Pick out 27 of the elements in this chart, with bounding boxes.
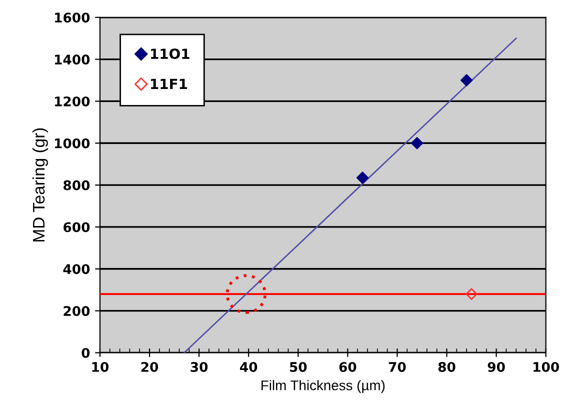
- x-tick-label: 60: [339, 362, 356, 372]
- y-tick-label: 400: [63, 264, 90, 274]
- legend-label: 11O1: [151, 48, 190, 60]
- point: [466, 288, 478, 300]
- y-tick-label: 1400: [55, 54, 90, 65]
- x-tick-label: 100: [534, 362, 559, 372]
- y-tick-label: 1600: [55, 12, 90, 23]
- y-tick-label: 1000: [55, 138, 90, 148]
- x-tick-label: 30: [190, 362, 208, 372]
- x-tick-label: 20: [141, 362, 158, 372]
- x-tick-label: 10: [92, 362, 109, 372]
- y-axis-title: MD Tearing (gr): [32, 128, 48, 242]
- x-tick-label: 90: [488, 362, 505, 372]
- y-tick-label: 1200: [55, 96, 90, 106]
- legend-label: 11F1: [151, 78, 187, 89]
- point: [460, 74, 473, 86]
- y-tick-label: 0: [82, 348, 90, 358]
- point: [410, 137, 424, 150]
- y-tick-label: 600: [64, 222, 90, 232]
- y-tick-label: 800: [64, 180, 90, 190]
- x-tick-label: 80: [438, 362, 456, 372]
- x-tick-label: 40: [240, 362, 258, 372]
- y-tick-label: 200: [64, 306, 90, 316]
- x-axis-title: Film Thickness (µm): [262, 380, 385, 394]
- point: [356, 172, 369, 184]
- x-tick-label: 70: [388, 362, 406, 372]
- x-tick-label: 50: [290, 362, 307, 372]
